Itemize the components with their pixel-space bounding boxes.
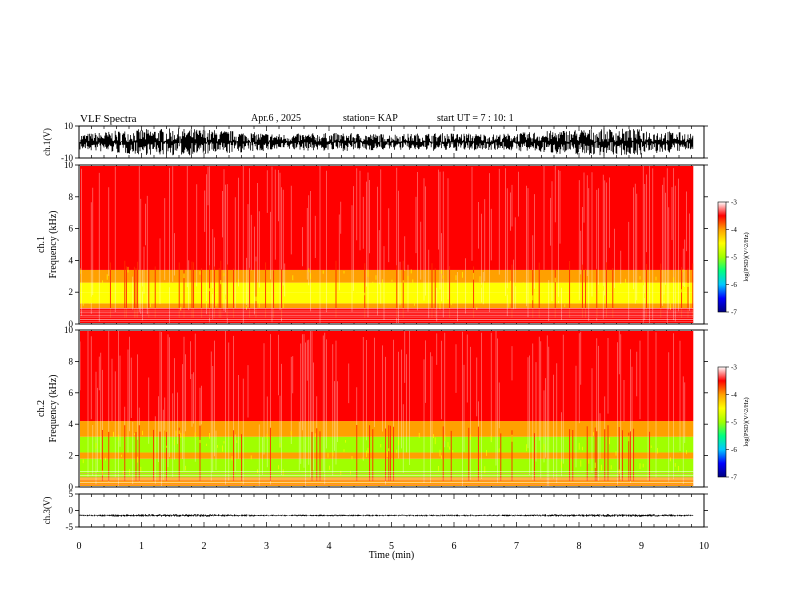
date-label: Apr.6 , 2025 [251,113,301,124]
y-tick-label: 2 [69,451,74,461]
y-tick-label: 8 [69,192,74,202]
ch1-waveform-trace [79,128,694,156]
psd-band [80,331,694,422]
y-tick-label: 0 [69,482,74,492]
y-tick-label: 8 [69,356,74,366]
y-tick-label: -5 [66,522,74,532]
ch1-spectrogram-ylabel: Frequency (kHz) [48,210,59,278]
ch1-spectrogram-image [80,166,694,323]
y-tick-label: 4 [69,255,74,265]
x-tick-label: 7 [514,541,519,552]
x-tick-label: 2 [202,541,207,552]
x-axis-label: Time (min) [369,550,414,561]
ch1-spectrogram-colorbar: -3 -4 -5 -6 -7 log(PSD)(V^2/Hz) [717,199,750,317]
colorbar-tick-label: -3 [731,199,737,207]
psd-band [80,303,694,309]
colorbar-tick-label: -7 [731,309,737,317]
ch1-waveform: 10 -10 ch.1(V) [42,121,708,163]
psd-band [80,477,694,486]
burst [82,430,687,476]
colorbar-tick-label: -5 [731,419,737,427]
psd-band [80,166,694,270]
psd-band [80,452,694,459]
ch2-spectrogram-ylabel-channel: ch.2 [36,400,47,417]
y-tick-label: 2 [69,287,74,297]
x-tick-label: 9 [639,541,644,552]
ch1-spectrogram: 0 2 4 6 8 10 ch.1 Frequency (kHz) [36,160,708,329]
colorbar-label: log(PSD)(V^2/Hz) [743,232,750,281]
y-tick-label: 6 [69,224,74,234]
colorbar-scale [717,366,727,478]
x-tick-label: 8 [577,541,582,552]
y-tick-label: 10 [64,160,74,170]
psd-band [80,292,694,304]
ch3-waveform-trace [79,514,694,517]
x-tick-label: 4 [327,541,332,552]
speckle [81,166,690,323]
y-tick-label: 0 [69,319,74,329]
x-axis: 0 1 2 3 4 5 6 7 8 9 10 Time (min) [77,541,710,561]
psd-band [80,421,694,437]
y-tick-label: 10 [64,325,74,335]
ch2-spectrogram-image [80,331,694,486]
colorbar-tick-label: -6 [731,281,737,289]
x-tick-label: 5 [389,541,394,552]
x-tick-label: 0 [77,541,82,552]
start-time-label: start UT = 7 : 10: 1 [437,113,514,124]
y-tick-label: -10 [61,153,73,163]
x-tick-label: 6 [452,541,457,552]
ch1-waveform-ylabel: ch.1(V) [42,128,52,156]
psd-band [80,436,694,453]
ch3-waveform: 5 0 -5 ch.3(V) [42,489,708,532]
colorbar-scale [717,201,727,313]
burst [80,266,689,311]
burst [109,260,694,318]
y-tick-label: 4 [69,419,74,429]
colorbar-tick-label: -3 [731,364,737,372]
ch1-spectrogram-ylabel-channel: ch.1 [36,236,47,253]
ch2-spectrogram: 0 2 4 6 8 10 ch.2 Frequency (kHz) [36,325,708,492]
figure-title: VLF Spectra [80,113,137,125]
colorbar-label: log(PSD)(V^2/Hz) [743,397,750,446]
colorbar-tick-label: -4 [731,226,737,234]
ch3-waveform-ylabel: ch.3(V) [42,497,52,525]
psd-band [80,269,694,283]
y-tick-label: 0 [69,506,74,516]
x-tick-label: 1 [139,541,144,552]
y-tick-label: 5 [69,489,74,499]
psd-band [80,282,694,293]
burst [101,425,651,481]
colorbar-tick-label: -7 [731,474,737,482]
y-tick-label: 10 [64,121,74,131]
colorbar-tick-label: -4 [731,391,737,399]
y-tick-label: 6 [69,388,74,398]
colorbar-tick-label: -6 [731,446,737,454]
station-label: station= KAP [343,113,398,124]
x-tick-label: 3 [264,541,269,552]
ch2-spectrogram-colorbar: -3 -4 -5 -6 -7 log(PSD)(V^2/Hz) [717,364,750,482]
colorbar-tick-label: -5 [731,254,737,262]
x-tick-label: 10 [699,541,709,552]
ch2-spectrogram-ylabel: Frequency (kHz) [48,374,59,442]
